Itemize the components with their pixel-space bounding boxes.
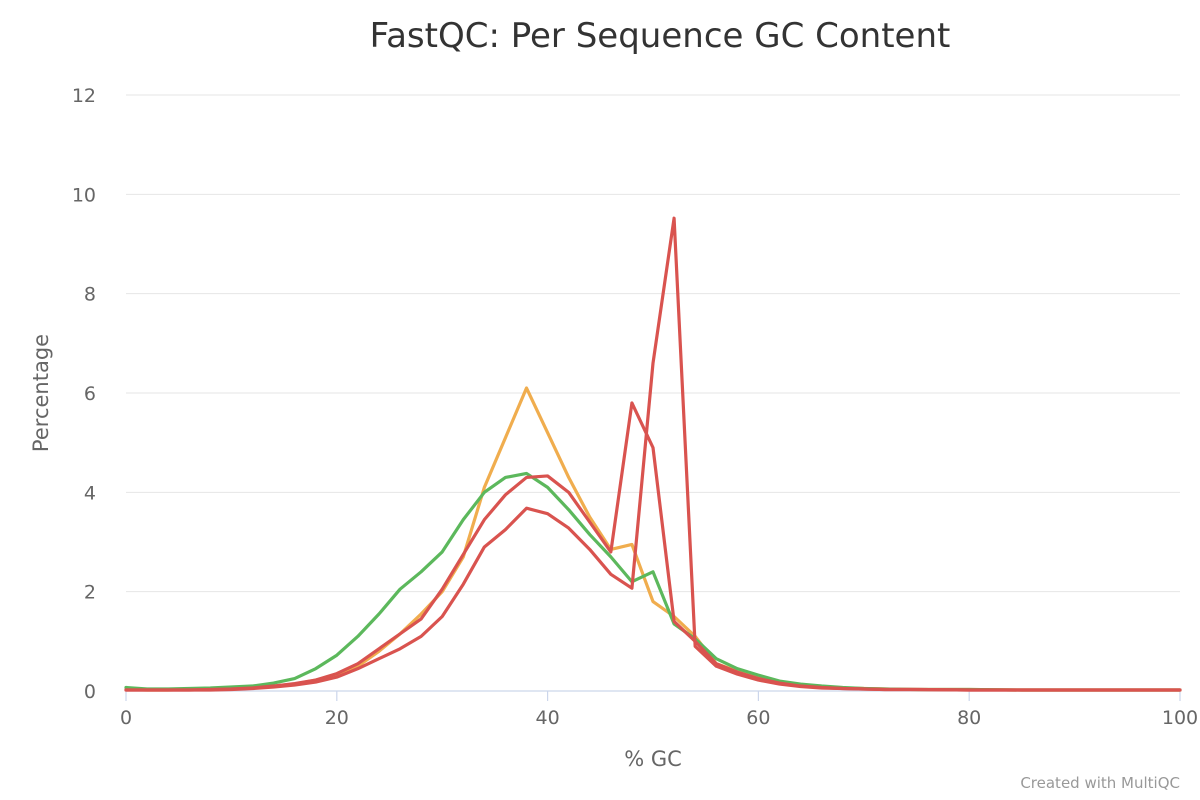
series-line-3[interactable] (124, 401, 1182, 692)
x-tick-label: 0 (120, 707, 132, 729)
x-tick-label: 40 (536, 707, 560, 729)
series-line-2[interactable] (124, 471, 1182, 692)
series-line-4[interactable] (124, 216, 1182, 692)
y-tick-label: 0 (84, 681, 96, 703)
x-tick-label: 20 (325, 707, 349, 729)
grid-layer (126, 94, 1180, 593)
y-tick-label: 6 (84, 383, 96, 405)
chart-title: FastQC: Per Sequence GC Content (370, 16, 951, 56)
x-tick-label: 100 (1162, 707, 1198, 729)
y-tick-label: 12 (72, 85, 96, 107)
axis-layer: 0 2 4 6 8 10 12 0 20 40 60 80 100 (72, 85, 1198, 729)
y-tick-label: 8 (84, 284, 96, 306)
x-axis-label: % GC (624, 747, 682, 771)
y-tick-label: 2 (84, 582, 96, 604)
series-line-1[interactable] (124, 386, 1182, 692)
y-tick-label: 4 (84, 482, 96, 504)
x-tick-label: 80 (957, 707, 981, 729)
credit-text[interactable]: Created with MultiQC (1020, 774, 1180, 792)
x-tick-label: 60 (746, 707, 770, 729)
y-tick-label: 10 (72, 184, 96, 206)
y-axis-label: Percentage (29, 334, 53, 452)
series-layer (124, 216, 1182, 692)
